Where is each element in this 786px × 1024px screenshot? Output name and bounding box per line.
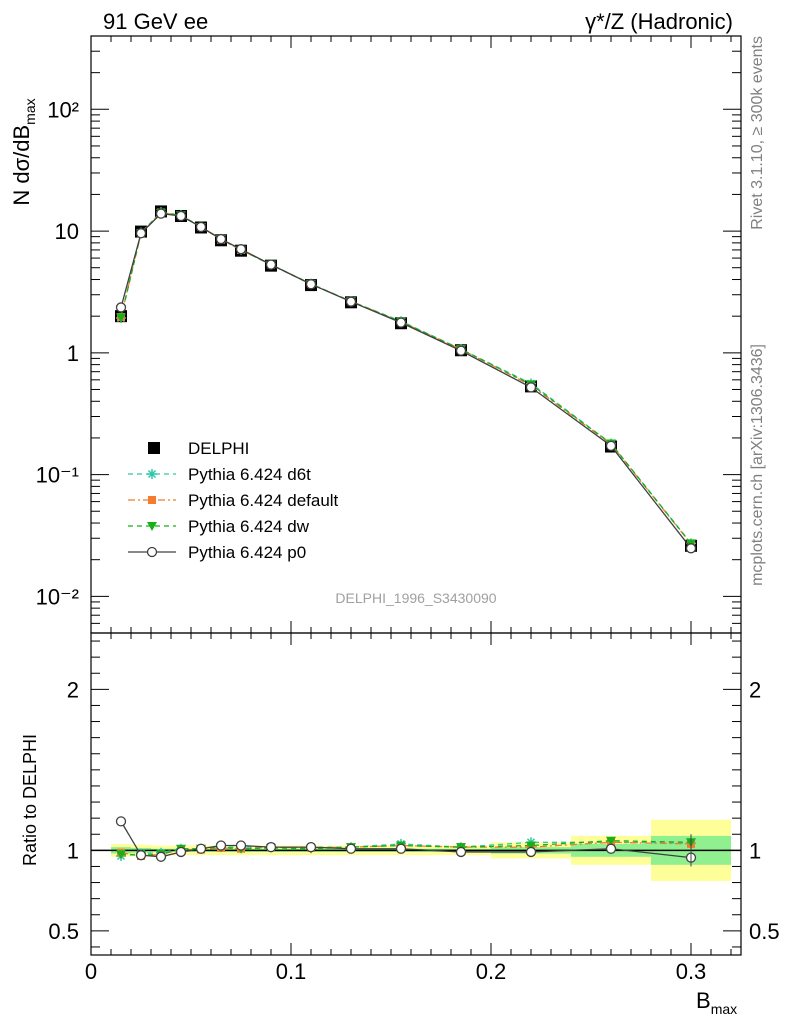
data-marker [215, 233, 227, 245]
y-tick-label: 1 [67, 341, 79, 366]
data-marker [116, 850, 126, 860]
legend-entry: Pythia 6.424 dw [128, 517, 310, 536]
data-marker [345, 296, 357, 307]
analysis-watermark: DELPHI_1996_S3430090 [335, 590, 496, 606]
legend-marker [148, 442, 160, 454]
ratio-ylabel: Ratio to DELPHI [20, 734, 40, 866]
data-marker [115, 816, 127, 827]
ratio-y-tick-label-right: 2 [749, 677, 761, 702]
data-marker [525, 382, 537, 393]
data-marker [115, 302, 127, 313]
y-tick-label: 10⁻¹ [36, 463, 79, 488]
ratio-frame [90, 632, 742, 956]
data-marker [685, 543, 697, 554]
data-marker [605, 843, 617, 854]
data-marker [265, 841, 277, 853]
data-marker [455, 846, 467, 858]
x-tick-label: 0.2 [476, 959, 507, 984]
left-title: 91 GeV ee [103, 9, 208, 34]
data-marker [148, 496, 156, 504]
ratio-plot-panel [90, 632, 742, 956]
data-marker [135, 228, 147, 239]
data-marker [606, 836, 616, 846]
ratio-series-mc-0-line [120, 841, 692, 857]
legend-label: DELPHI [188, 439, 249, 458]
y-tick-label: 10 [55, 219, 79, 244]
data-marker [147, 469, 157, 479]
x-tick-label: 0 [85, 959, 97, 984]
data-marker [265, 259, 277, 270]
legend-entry: DELPHI [148, 439, 249, 458]
data-marker [215, 840, 227, 851]
y-tick-label: 10² [47, 97, 79, 122]
ratio-y-tick-label-left: 0.5 [48, 919, 79, 944]
data-marker [175, 210, 187, 222]
legend-label: Pythia 6.424 d6t [188, 465, 311, 484]
legend-label: Pythia 6.424 p0 [188, 543, 306, 562]
data-marker [305, 841, 317, 853]
main-plot-panel [90, 35, 742, 634]
ratio-y-tick-label-left: 2 [67, 677, 79, 702]
data-marker [146, 546, 158, 558]
data-marker [395, 317, 407, 328]
x-tick-label: 0.1 [276, 959, 307, 984]
legend-entry: Pythia 6.424 default [128, 491, 339, 510]
data-marker [195, 843, 207, 854]
data-marker [526, 841, 536, 851]
right-title: γ*/Z (Hadronic) [585, 9, 733, 34]
mcplots-label: mcplots.cern.ch [arXiv:1306.3436] [749, 344, 766, 586]
data-marker [235, 840, 247, 851]
main-ylabel: N dσ/dBmax [9, 98, 38, 205]
data-marker [305, 279, 317, 290]
ratio-y-tick-label-right: 0.5 [749, 919, 780, 944]
legend-entry: Pythia 6.424 p0 [128, 543, 306, 562]
data-marker [155, 208, 167, 219]
ratio-series-mc-2-line [120, 840, 692, 856]
data-marker [116, 313, 126, 323]
data-marker [235, 244, 247, 255]
legend: DELPHI Pythia 6.424 d6t Pythia 6.424 defau… [128, 439, 339, 562]
y-tick-label: 10⁻² [36, 584, 79, 609]
series-mc-3 [115, 208, 697, 554]
data-marker [147, 522, 157, 531]
ratio-y-tick-label-right: 1 [749, 838, 761, 863]
data-marker [395, 843, 407, 854]
data-marker [525, 846, 537, 858]
data-marker [155, 851, 167, 862]
data-marker [455, 345, 467, 356]
data-marker [605, 440, 617, 452]
data-marker [135, 850, 147, 861]
legend-label: Pythia 6.424 default [188, 491, 339, 510]
legend-entry: Pythia 6.424 d6t [128, 465, 311, 484]
legend-label: Pythia 6.424 dw [188, 517, 310, 536]
data-marker [195, 221, 207, 233]
ratio-y-tick-label-left: 1 [67, 838, 79, 863]
x-tick-label: 0.3 [676, 959, 707, 984]
data-marker [345, 843, 357, 854]
data-marker [175, 846, 187, 858]
rivet-label: Rivet 3.1.10, ≥ 300k events [749, 36, 766, 230]
ratio-xlabel: Bmax [696, 988, 737, 1017]
